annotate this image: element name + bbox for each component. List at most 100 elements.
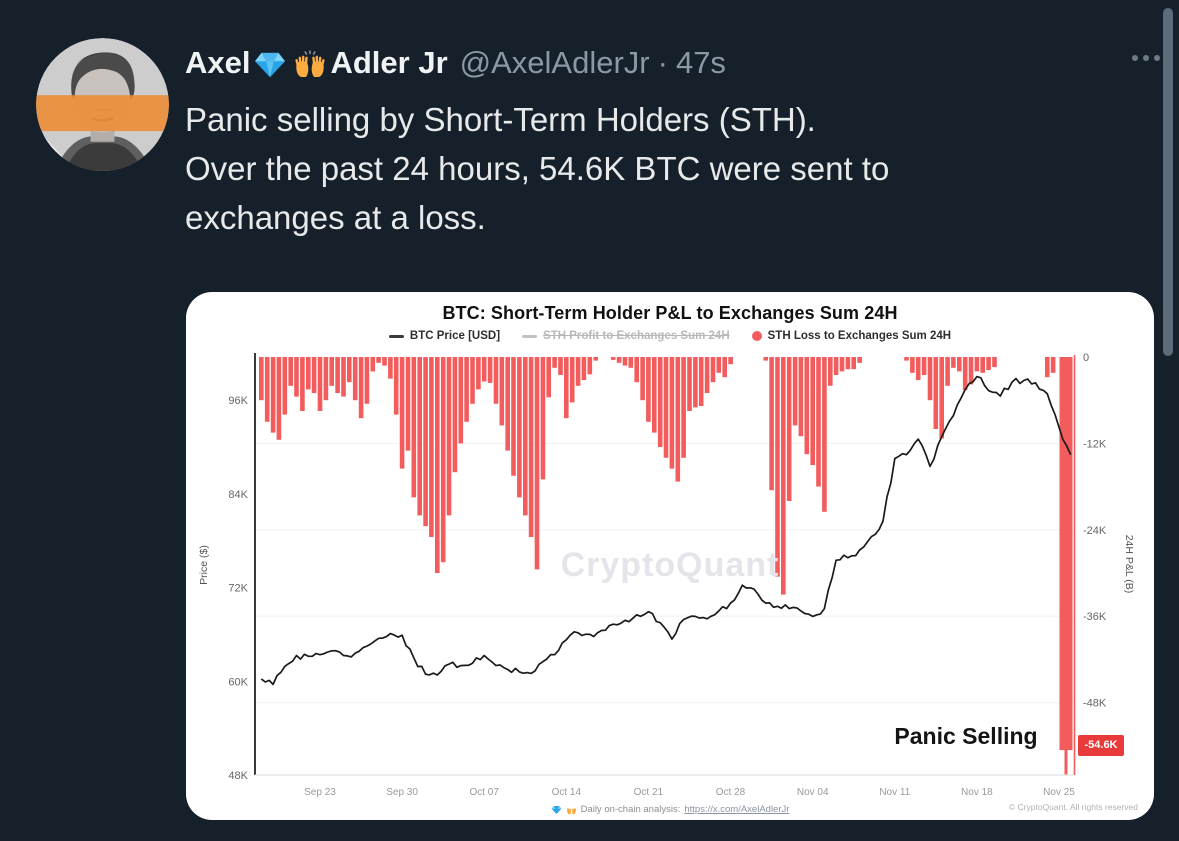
loss-bar bbox=[470, 357, 475, 404]
footer-link: https://x.com/AxelAdlerJr bbox=[684, 804, 790, 815]
chart-media-card[interactable]: 96K 84K 72K 60K 48K 0 -12K -24K -36K -48K Sep 23 Se… bbox=[186, 292, 1154, 820]
chart-plot: 96K 84K 72K 60K 48K 0 -12K -24K -36K -48K Sep 23 Se… bbox=[198, 352, 1135, 798]
gem-mini-icon bbox=[551, 805, 562, 815]
loss-bar bbox=[781, 357, 786, 595]
more-menu-button[interactable] bbox=[1120, 48, 1160, 68]
loss-bar bbox=[523, 357, 528, 516]
loss-bar bbox=[910, 357, 915, 373]
loss-bar bbox=[376, 357, 381, 363]
timestamp[interactable]: 47s bbox=[675, 45, 726, 80]
right-axis-title: 24H P&L (B) bbox=[1123, 535, 1135, 594]
legend-item[interactable]: STH Loss to Exchanges Sum 24H bbox=[751, 330, 952, 342]
loss-bar bbox=[487, 357, 493, 383]
loss-bar bbox=[499, 357, 505, 426]
loss-bar bbox=[388, 357, 393, 379]
loss-bar bbox=[429, 357, 434, 537]
loss-bar bbox=[669, 357, 675, 469]
x-tick-label: Oct 21 bbox=[634, 787, 664, 798]
loss-bar bbox=[980, 357, 985, 373]
loss-bar bbox=[704, 357, 710, 393]
loss-bar bbox=[833, 357, 839, 375]
loss-bar bbox=[270, 357, 276, 433]
loss-bar bbox=[276, 357, 282, 440]
legend-item[interactable]: BTC Price [USD] bbox=[388, 330, 501, 342]
loss-bar bbox=[476, 357, 481, 390]
loss-bar bbox=[839, 357, 845, 372]
loss-bar bbox=[352, 357, 358, 401]
x-tick-label: Oct 14 bbox=[552, 787, 582, 798]
avatar-photo bbox=[36, 38, 169, 171]
loss-bar bbox=[435, 357, 440, 573]
loss-bar bbox=[769, 357, 774, 491]
loss-bar bbox=[569, 357, 575, 403]
loss-bar bbox=[822, 357, 827, 512]
loss-bar bbox=[552, 357, 557, 368]
legend-item[interactable]: STH Profit to Exchanges Sum 24H bbox=[522, 330, 730, 342]
y-tick-label-left: 84K bbox=[228, 489, 248, 501]
loss-bar bbox=[652, 357, 657, 433]
loss-bar bbox=[341, 357, 346, 397]
loss-bar bbox=[716, 357, 722, 373]
avatar[interactable] bbox=[36, 38, 169, 171]
x-tick-label: Nov 18 bbox=[961, 787, 993, 798]
loss-bar bbox=[915, 357, 921, 380]
loss-bar bbox=[493, 357, 499, 404]
scrollbar-thumb[interactable] bbox=[1163, 8, 1173, 356]
tweet-body: Panic selling by Short-Term Holders (STH… bbox=[185, 95, 1160, 242]
loss-bar bbox=[992, 357, 997, 368]
loss-bar bbox=[951, 357, 956, 368]
loss-bar bbox=[857, 357, 862, 363]
loss-bar bbox=[517, 357, 522, 498]
loss-bar bbox=[587, 357, 593, 375]
loss-bar bbox=[710, 357, 716, 383]
y-tick-label-right: -24K bbox=[1083, 525, 1107, 537]
display-name[interactable]: Axel bbox=[185, 45, 251, 80]
hands-mini-icon bbox=[566, 805, 577, 815]
loss-bar bbox=[1045, 357, 1050, 378]
separator-dot: · bbox=[657, 45, 668, 80]
loss-bar bbox=[904, 357, 909, 361]
y-tick-label-left: 96K bbox=[228, 395, 248, 407]
loss-bar bbox=[382, 357, 387, 366]
loss-bar bbox=[628, 357, 634, 368]
user-handle[interactable]: @AxelAdlerJr bbox=[459, 45, 650, 80]
loss-bar bbox=[393, 357, 399, 415]
more-dot-icon bbox=[1132, 55, 1138, 61]
loss-bar bbox=[481, 357, 487, 382]
display-name-rest[interactable]: Adler Jr bbox=[330, 45, 448, 80]
loss-bar bbox=[405, 357, 411, 451]
more-dot-icon bbox=[1154, 55, 1160, 61]
tweet-header: Axel bbox=[185, 40, 726, 86]
loss-bar bbox=[687, 357, 692, 411]
legend-label: STH Loss to Exchanges Sum 24H bbox=[767, 330, 952, 342]
x-tick-label: Nov 11 bbox=[879, 787, 910, 798]
loss-bar bbox=[505, 357, 510, 451]
y-tick-label-left: 48K bbox=[228, 770, 248, 782]
loss-bar bbox=[300, 357, 305, 411]
footer-note: Daily on-chain analysis: bbox=[580, 804, 681, 815]
loss-bar bbox=[968, 357, 974, 385]
loss-bar bbox=[317, 357, 323, 411]
loss-bar bbox=[347, 357, 352, 383]
loss-bar bbox=[411, 357, 417, 498]
legend-label: BTC Price [USD] bbox=[409, 330, 501, 342]
loss-bar bbox=[622, 357, 628, 366]
loss-bar bbox=[464, 357, 469, 422]
loss-bar bbox=[417, 357, 422, 516]
x-tick-label: Nov 04 bbox=[797, 787, 829, 798]
loss-bar bbox=[581, 357, 587, 380]
chart-title: BTC: Short-Term Holder P&L to Exchanges … bbox=[442, 303, 898, 323]
loss-bar bbox=[593, 357, 598, 361]
loss-bar bbox=[657, 357, 663, 447]
x-tick-label: Sep 23 bbox=[304, 787, 336, 798]
loss-bar bbox=[540, 357, 546, 480]
legend-dot-icon bbox=[751, 331, 762, 341]
left-axis-title: Price ($) bbox=[198, 545, 210, 585]
loss-bar bbox=[939, 357, 944, 439]
loss-bar bbox=[798, 357, 804, 437]
loss-bar bbox=[634, 357, 639, 383]
loss-bar bbox=[722, 357, 727, 378]
legend-dash-icon bbox=[388, 334, 404, 338]
loss-bar bbox=[364, 357, 370, 404]
